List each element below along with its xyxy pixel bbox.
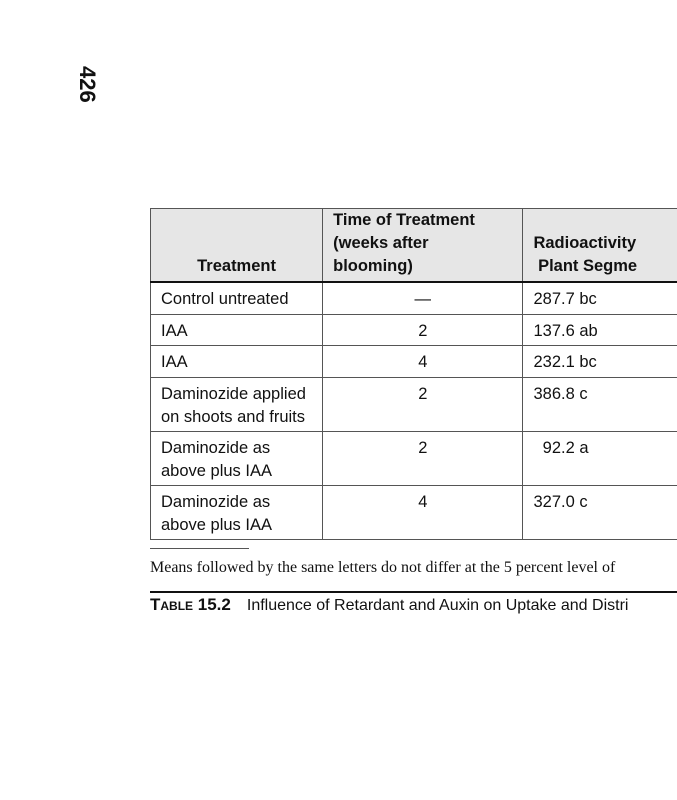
cell-radioactivity: 232.1 bc [522, 344, 677, 378]
table-row: IAA 2 137.6 ab [149, 313, 677, 346]
cell-text: Daminozide as [161, 492, 271, 511]
footnote-rule [150, 548, 249, 549]
cell-treatment: Daminozide as above plus IAA [149, 430, 324, 486]
cell-radioactivity: 287.7 bc [522, 281, 677, 315]
cell-time: — [322, 281, 524, 315]
table-row: IAA 4 232.1 bc [149, 344, 677, 378]
table-row: Daminozide as above plus IAA 2 92.2 a [149, 430, 677, 486]
caption-rule [150, 591, 677, 593]
cell-text: Control untreated [161, 290, 289, 308]
cell-radioactivity: 386.8 c [522, 376, 677, 432]
table-header-row: Treatment Time of Treatment (weeks after … [149, 208, 677, 283]
cell-treatment: Daminozide as above plus IAA [149, 484, 324, 540]
caption-label: Table 15.2 [150, 595, 231, 614]
cell-treatment: Daminozide applied on shoots and fruits [149, 376, 324, 432]
cell-text: IAA [161, 321, 188, 340]
header-treatment: Treatment [149, 208, 324, 283]
page-number: 426 [75, 66, 100, 103]
cell-radioactivity: 137.6 ab [522, 313, 677, 346]
cell-treatment: IAA [149, 313, 324, 346]
cell-time: 2 [322, 430, 524, 486]
cell-time: 2 [322, 376, 524, 432]
caption-text: Influence of Retardant and Auxin on Upta… [246, 597, 629, 614]
cell-radioactivity: 327.0 c [522, 484, 677, 540]
cell-radioactivity: 92.2 a [522, 430, 677, 486]
header-text: (weeks after blooming) [333, 234, 429, 275]
cell-text: IAA [161, 352, 188, 371]
footnote: Means followed by the same letters do no… [150, 559, 616, 576]
header-text: Radioactivity [533, 234, 637, 252]
cell-time: 4 [322, 484, 524, 540]
table-row: Daminozide as above plus IAA 4 327.0 c [149, 484, 677, 540]
cell-time: 2 [322, 313, 524, 346]
header-time: Time of Treatment (weeks after blooming) [322, 208, 524, 283]
table-row: Daminozide applied on shoots and fruits 2… [149, 376, 677, 432]
cell-text: Daminozide as [161, 438, 271, 457]
cell-text: on shoots and fruits [161, 407, 306, 426]
cell-text: above plus IAA [161, 515, 272, 534]
table-row: Control untreated — 287.7 bc [149, 281, 677, 315]
header-text: Treatment [197, 257, 276, 275]
data-table: Treatment Time of Treatment (weeks after … [149, 208, 677, 540]
table-caption: Table 15.2 Influence of Retardant and Aux… [150, 595, 628, 615]
cell-time: 4 [322, 344, 524, 378]
cell-treatment: IAA [149, 344, 324, 378]
header-text: Plant Segme [538, 257, 638, 275]
cell-treatment: Control untreated [149, 281, 324, 315]
cell-text: above plus IAA [161, 461, 272, 480]
header-text: Time of Treatment [333, 211, 475, 229]
cell-text: Daminozide applied [161, 384, 306, 403]
header-radioactivity: Radioactivity Plant Segme [522, 208, 677, 283]
